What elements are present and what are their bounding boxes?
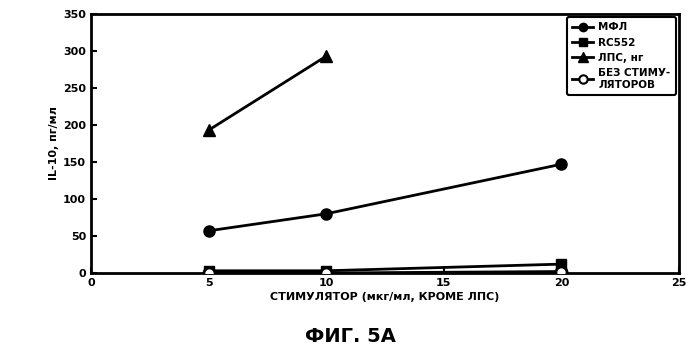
Legend: МФЛ, RC552, ЛПС, нг, БЕЗ СТИМУ-
ЛЯТОРОВ: МФЛ, RC552, ЛПС, нг, БЕЗ СТИМУ- ЛЯТОРОВ (567, 17, 676, 95)
X-axis label: СТИМУЛЯТОР (мкг/мл, КРОМЕ ЛПС): СТИМУЛЯТОР (мкг/мл, КРОМЕ ЛПС) (270, 292, 500, 302)
Text: ФИГ. 5А: ФИГ. 5А (304, 328, 395, 346)
Y-axis label: IL-10, пг/мл: IL-10, пг/мл (49, 106, 59, 181)
